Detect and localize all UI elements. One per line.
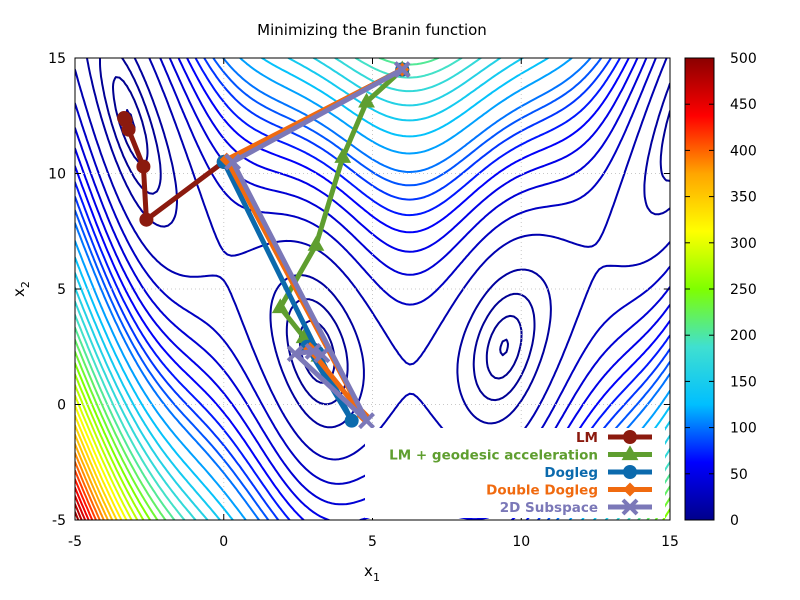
y-axis: -5 0 5 10 15 [48,51,670,529]
contour-line [75,58,670,520]
series-point [271,298,289,314]
y-tick-label: 10 [48,167,66,183]
series-point [286,345,304,363]
chart-title: Minimizing the Branin function [257,21,487,39]
y-tick-label: 0 [57,398,66,414]
contour-line [75,58,670,520]
contour-line [75,404,128,520]
colorbar-tick-label: 300 [730,236,757,252]
series-2d-subspace [224,61,411,430]
x-tick-label: 15 [661,534,679,550]
contour-line [75,373,145,520]
y-tick-label: -5 [52,513,66,529]
colorbar-tick-label: 0 [730,513,739,529]
x-tick-label: 0 [219,534,228,550]
legend-marker [621,498,639,516]
x-tick-label: 10 [512,534,530,550]
contour-line [75,384,139,520]
series-point [334,148,352,163]
y-axis-label: x2 [10,281,32,297]
contour-line [75,478,94,520]
y-tick-label: 15 [48,51,66,67]
legend-marker [621,445,639,461]
legend-label: 2D Subspace [500,500,598,516]
series-point [313,346,331,364]
series-point [358,412,375,430]
series-point [358,92,375,108]
legend-label: LM [576,430,598,446]
series-point [139,212,154,227]
series-point [393,61,411,78]
series-point [344,413,359,428]
contour-line [75,469,97,520]
colorbar-tick-label: 100 [730,421,757,437]
legend-marker [623,430,637,444]
contour-line [75,414,123,520]
series-point [117,111,132,126]
y-tick-label: 5 [57,282,66,298]
legend-label: Double Dogleg [486,483,598,499]
series-layer [117,60,411,430]
x-axis: -5 0 5 10 15 [68,58,679,550]
colorbar-tick-label: 250 [730,282,757,298]
x-tick-label: 5 [368,534,377,550]
contour-line [75,443,109,520]
contour-line [75,503,83,520]
contour-line [75,362,670,520]
colorbar-tick-label: 150 [730,374,757,390]
contour-line [75,452,105,520]
colorbar-tick-label: 200 [730,328,757,344]
colorbar-tick-label: 50 [730,467,748,483]
series-point [307,236,325,251]
colorbar-tick-label: 500 [730,51,757,67]
contour-line [75,495,87,520]
series-point [304,342,322,360]
contour-line [75,461,101,520]
contour-line [75,424,118,520]
legend-label: LM + geodesic acceleration [389,448,598,464]
contour-line [75,486,90,520]
x-axis-label: x1 [364,562,380,584]
colorbar: 0 50 100 150 200 250 300 350 400 450 500 [684,51,757,529]
legend-marker [623,482,637,497]
legend-marker [623,465,637,479]
colorbar-tick-label: 450 [730,97,757,113]
legend-label: Dogleg [544,465,598,481]
x-tick-label: -5 [68,534,82,550]
contour-line [75,433,114,520]
series-point [136,159,151,174]
colorbar-tick-label: 350 [730,190,757,206]
contour-line [75,58,670,506]
contour-line [75,394,133,520]
contour-line [99,58,670,406]
series-point [224,153,242,171]
series-point [295,328,313,344]
colorbar-tick-label: 400 [730,143,757,159]
